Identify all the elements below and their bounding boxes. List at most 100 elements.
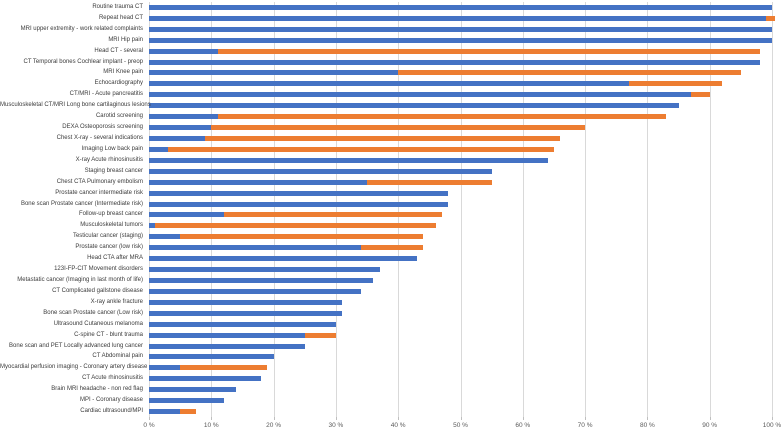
category-label: Bone scan Prostate cancer (Intermediate …	[20, 200, 143, 207]
x-axis-tick	[460, 417, 462, 420]
bar-segment	[691, 92, 710, 98]
x-axis-tick-label: 40 %	[390, 422, 406, 429]
category-label: DEXA Osteoporosis screening	[62, 124, 143, 131]
bar-segment	[149, 136, 206, 141]
category-label: Prostate cancer intermediate risk	[55, 189, 143, 196]
x-axis-tick	[398, 417, 400, 420]
x-axis-tick	[585, 417, 587, 420]
category-label: CT Complicated gallstone disease	[52, 287, 143, 294]
bar-segment	[149, 81, 629, 87]
category-label: C-spine CT - blunt trauma	[74, 331, 143, 338]
category-label: X-ray Acute rhinosinusitis	[75, 156, 143, 163]
bar-segment	[149, 299, 343, 305]
bar-segment	[149, 365, 181, 371]
x-axis-tick-label: 10 %	[203, 422, 219, 429]
x-axis-tick	[211, 417, 213, 420]
x-axis-tick	[772, 417, 773, 420]
bar-segment	[149, 245, 361, 251]
category-label: Ultrasound Cutaneous melanoma	[53, 320, 143, 327]
x-axis-tick	[647, 417, 649, 420]
category-label: Metastatic cancer (Imaging in last month…	[17, 276, 143, 283]
bar-segment	[149, 277, 374, 283]
bar-segment	[149, 376, 262, 382]
bar-segment	[149, 310, 343, 316]
x-axis-tick-label: 50 %	[453, 422, 468, 429]
category-label: MPI - Coronary disease	[79, 397, 143, 404]
bar-segment	[149, 103, 679, 109]
x-axis-tick-label: 60 %	[515, 422, 531, 429]
category-label: MRI Hip pain	[108, 36, 143, 43]
gridline	[460, 2, 462, 417]
x-axis-tick-label: 70 %	[577, 422, 593, 429]
x-axis-tick	[273, 417, 275, 420]
gridline	[211, 2, 213, 417]
gridline	[273, 2, 275, 417]
bar-segment	[211, 125, 586, 131]
category-label: Echocardiography	[94, 80, 143, 87]
category-label: Repeat head CT	[98, 14, 143, 21]
category-label: CT Abdominal pain	[92, 353, 143, 360]
gridline	[522, 2, 524, 417]
bar-segment	[180, 234, 424, 240]
bar-segment	[149, 37, 772, 43]
category-label: Head CT - several	[94, 47, 143, 54]
category-label: Myocardial perfusion imaging - Coronary …	[0, 364, 148, 371]
gridline	[149, 2, 150, 417]
bar-segment	[149, 26, 772, 32]
category-label: Staging breast cancer	[84, 167, 143, 174]
bar-segment	[223, 212, 442, 218]
gridline	[585, 2, 587, 417]
gridline	[709, 2, 711, 417]
category-label: Musculoskeletal CT/MRI Long bone cartila…	[0, 102, 151, 109]
category-label: Head CTA after MRA	[87, 255, 143, 262]
bar-segment	[180, 409, 196, 415]
category-label: 123I-FP-CIT Movement disorders	[54, 266, 143, 273]
category-label: Carotid screening	[95, 113, 143, 120]
bar-segment	[149, 332, 305, 338]
bar-segment	[149, 15, 766, 21]
category-label: Imaging Low back pain	[81, 145, 143, 152]
category-label: MRI upper extremity - work related compl…	[20, 25, 143, 32]
bar-segment	[367, 179, 492, 185]
bar-segment	[765, 15, 776, 21]
gridline	[398, 2, 400, 417]
category-label: Prostate cancer (low risk)	[75, 244, 143, 251]
bar-segment	[628, 81, 723, 87]
bar-segment	[149, 48, 218, 54]
category-label: Testicular cancer (staging)	[72, 233, 143, 240]
category-label: Brain MRI headache - non red flag	[51, 386, 143, 393]
bar-segment	[149, 146, 168, 152]
x-axis-tick-label: 100 %	[762, 422, 782, 429]
bar-segment	[149, 387, 237, 393]
category-label: Chest X-ray - several indications	[56, 135, 143, 141]
category-label: Bone scan Prostate cancer (Low risk)	[43, 309, 143, 316]
bar-segment	[149, 92, 691, 98]
bar-segment	[149, 190, 449, 196]
bar-segment	[149, 59, 760, 65]
category-label: Chest CTA Pulmonary embolism	[56, 178, 143, 185]
bar-segment	[149, 343, 305, 349]
category-label: CT Temporal bones Cochlear implant - pre…	[23, 58, 143, 65]
category-label: X-ray ankle fracture	[90, 298, 143, 305]
bar-segment	[149, 398, 224, 404]
bar-segment	[167, 146, 554, 152]
bar-segment	[149, 234, 181, 240]
bar-segment	[149, 4, 772, 10]
x-axis-tick-label: 20 %	[266, 422, 282, 429]
bar-segment	[149, 354, 274, 360]
category-label: Routine trauma CT	[92, 3, 143, 10]
x-axis-tick	[149, 417, 150, 420]
bar-segment	[149, 179, 368, 185]
bar-segment	[360, 245, 424, 251]
bar-segment	[304, 332, 336, 338]
bar-segment	[149, 201, 449, 207]
bar-segment	[205, 136, 561, 141]
bar-segment	[149, 168, 492, 174]
bar-segment	[149, 223, 156, 229]
category-label: MRI Knee pain	[103, 69, 143, 76]
bar-segment	[217, 48, 760, 54]
category-label: CT Acute rhinosinusitis	[82, 375, 143, 382]
category-label: Cardiac ultrasound/MPI	[80, 408, 143, 415]
bar-segment	[149, 212, 224, 218]
